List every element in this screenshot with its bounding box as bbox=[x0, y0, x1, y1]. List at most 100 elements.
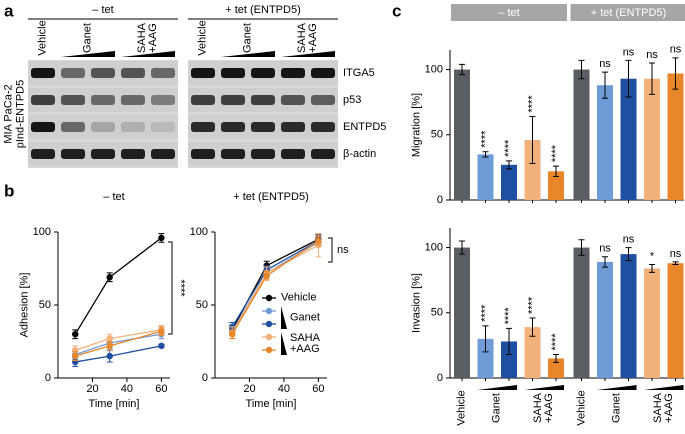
significance-label: **** bbox=[526, 95, 538, 113]
protein-label: ITGA5 bbox=[343, 67, 375, 79]
x-tick-label: Ganet bbox=[610, 393, 623, 423]
point bbox=[106, 274, 113, 281]
lane-label: SAHA +AAG bbox=[136, 23, 159, 53]
significance-label: **** bbox=[174, 279, 187, 297]
legend-marker bbox=[265, 294, 273, 302]
panel-label: b bbox=[4, 181, 14, 200]
bar bbox=[644, 78, 660, 200]
y-tick-label: 100 bbox=[33, 226, 51, 238]
significance-label: ns bbox=[646, 49, 658, 61]
y-axis-label: Adhesion [%] bbox=[18, 272, 31, 338]
bar bbox=[573, 69, 590, 200]
chart-title: – tet bbox=[103, 191, 124, 203]
bar bbox=[644, 268, 660, 378]
y-tick-label: 0 bbox=[437, 372, 443, 384]
bar bbox=[620, 78, 637, 200]
blot-band bbox=[251, 122, 275, 132]
panel-label: c bbox=[392, 1, 401, 20]
blot-band bbox=[251, 95, 275, 105]
y-tick-label: 100 bbox=[190, 226, 208, 238]
blot-band bbox=[121, 68, 145, 78]
group-header bbox=[451, 4, 567, 21]
bar bbox=[667, 73, 684, 200]
bar bbox=[501, 341, 517, 378]
series-line bbox=[74, 237, 162, 335]
series-line bbox=[75, 345, 162, 363]
bar bbox=[667, 263, 684, 378]
blot-band bbox=[121, 122, 145, 132]
blot-band bbox=[191, 68, 215, 78]
series-line bbox=[75, 329, 162, 351]
point bbox=[263, 272, 270, 279]
blot-band bbox=[281, 68, 305, 78]
significance-label: **** bbox=[503, 307, 515, 325]
blot-band bbox=[191, 95, 215, 105]
error-bar bbox=[553, 165, 559, 178]
x-tick-label: SAHA +AAG bbox=[651, 393, 675, 423]
bar bbox=[454, 69, 470, 200]
significance-label: **** bbox=[503, 139, 515, 157]
dose-wedge bbox=[644, 385, 684, 390]
y-axis-label: Invasion [%] bbox=[410, 273, 423, 333]
blot-band bbox=[251, 149, 275, 159]
panel-label: a bbox=[4, 1, 14, 20]
blot-band bbox=[121, 149, 145, 159]
blot-band bbox=[281, 95, 305, 105]
blot-band bbox=[91, 122, 115, 132]
x-tick-label: 40 bbox=[278, 383, 290, 395]
y-tick-label: 50 bbox=[431, 307, 443, 319]
dose-wedge bbox=[281, 51, 335, 57]
bar bbox=[501, 164, 517, 200]
error-bar bbox=[482, 325, 489, 353]
blot-band bbox=[221, 122, 245, 132]
blot-band bbox=[91, 68, 115, 78]
error-bar bbox=[625, 59, 632, 98]
blot-band bbox=[191, 149, 215, 159]
error-bar bbox=[578, 239, 585, 256]
cell-line-label: MIA PaCa-2 bbox=[2, 84, 15, 144]
significance-label: **** bbox=[550, 144, 562, 162]
condition-label: – tet bbox=[92, 4, 113, 16]
y-tick-label: 50 bbox=[196, 299, 208, 311]
bar bbox=[477, 338, 494, 378]
blot-band bbox=[151, 95, 175, 105]
dose-wedge bbox=[597, 385, 637, 390]
significance-label: ns bbox=[623, 233, 635, 245]
blot-band bbox=[311, 122, 335, 132]
blot-band bbox=[121, 95, 145, 105]
legend-label: Vehicle bbox=[281, 291, 317, 304]
dose-wedge bbox=[61, 51, 115, 57]
y-tick-label: 50 bbox=[39, 299, 51, 311]
bar bbox=[477, 154, 494, 200]
error-bar bbox=[553, 354, 559, 363]
protein-label: p53 bbox=[343, 94, 361, 106]
error-bar bbox=[506, 160, 512, 170]
error-bar bbox=[602, 256, 608, 268]
y-tick-label: 0 bbox=[437, 194, 443, 206]
protein-label: β-actin bbox=[343, 148, 376, 160]
blot-band bbox=[221, 95, 245, 105]
error-bar bbox=[602, 71, 608, 99]
point bbox=[315, 237, 322, 244]
blot-band bbox=[91, 149, 115, 159]
blot-band bbox=[151, 122, 175, 132]
series-line bbox=[75, 330, 162, 357]
bar bbox=[548, 358, 564, 378]
blot-band bbox=[251, 68, 275, 78]
blot-band bbox=[311, 68, 335, 78]
blot-band bbox=[281, 122, 305, 132]
dose-wedge bbox=[524, 385, 564, 390]
y-tick-label: 0 bbox=[45, 372, 51, 384]
legend-label: SAHA +AAG bbox=[290, 331, 320, 355]
significance-label: ns bbox=[623, 46, 635, 58]
significance-bracket bbox=[328, 237, 333, 263]
blot-band bbox=[221, 149, 245, 159]
legend-marker bbox=[265, 307, 273, 315]
error-bar bbox=[482, 151, 489, 158]
y-tick-label: 0 bbox=[202, 372, 208, 384]
cell-line-label: pInd-ENTPD5 bbox=[14, 79, 27, 149]
bar bbox=[524, 327, 541, 378]
blot-band bbox=[311, 95, 335, 105]
error-bar bbox=[506, 327, 512, 356]
